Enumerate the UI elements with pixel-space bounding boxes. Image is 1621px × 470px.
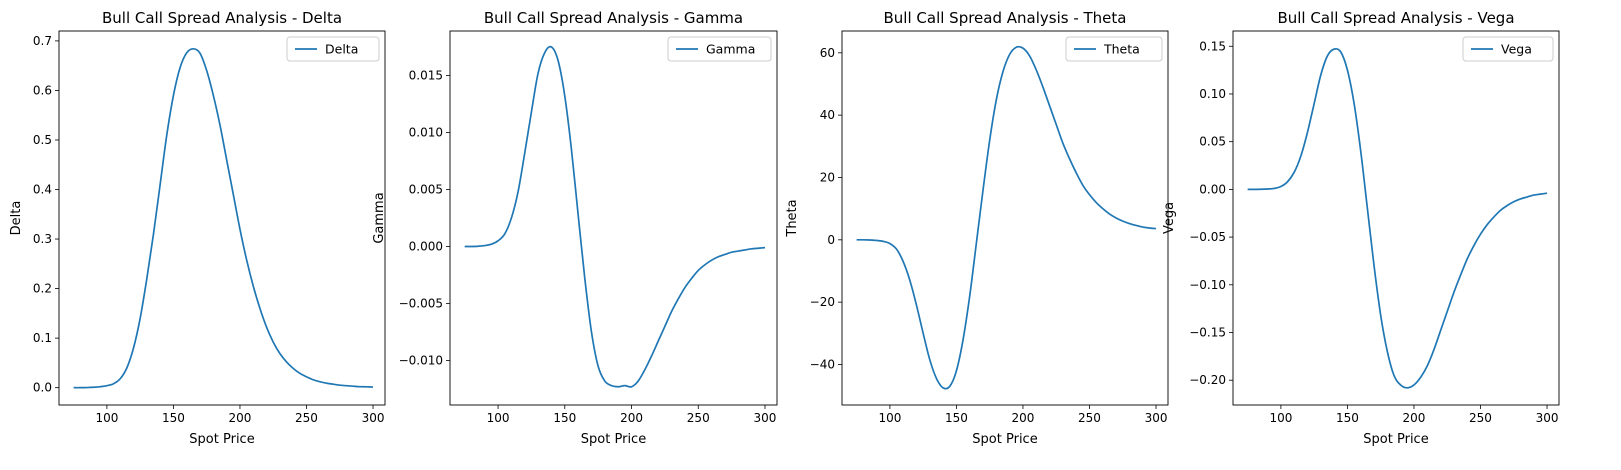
x-tick-label: 300 — [1536, 411, 1559, 425]
x-tick-label: 200 — [1012, 411, 1035, 425]
y-axis-label: Theta — [785, 199, 800, 237]
series-line-vega — [1247, 47, 1548, 389]
series-line-delta — [73, 47, 374, 389]
y-tick-label: 0.0 — [33, 381, 52, 395]
y-axis-label: Gamma — [372, 192, 387, 243]
x-tick-label: 250 — [295, 411, 318, 425]
y-tick-label: 0.4 — [33, 183, 52, 197]
legend: Theta — [1065, 36, 1163, 62]
x-tick-label: 300 — [362, 411, 385, 425]
y-tick-label: 0.15 — [1199, 39, 1226, 53]
y-tick-label: 0.010 — [409, 125, 443, 139]
x-tick-label: 100 — [95, 411, 118, 425]
y-tick-label: −0.005 — [399, 297, 443, 311]
y-axis-label: Vega — [1162, 202, 1177, 234]
chart-title: Bull Call Spread Analysis - Delta — [102, 9, 342, 27]
x-tick-label: 250 — [687, 411, 710, 425]
x-tick-label: 100 — [1269, 411, 1292, 425]
subplot-gamma: Bull Call Spread Analysis - Gamma 100 150 2… — [372, 9, 778, 447]
legend-label: Theta — [1103, 42, 1140, 57]
series-line-theta — [856, 45, 1157, 390]
y-tick-label: 0.1 — [33, 331, 52, 345]
legend-box — [1065, 36, 1163, 62]
y-tick-label: −0.05 — [1189, 230, 1226, 244]
x-tick-label: 250 — [1469, 411, 1492, 425]
x-tick-label: 200 — [620, 411, 643, 425]
y-tick-label: −0.20 — [1189, 373, 1226, 387]
y-tick-label: −0.10 — [1189, 278, 1226, 292]
subplot-delta: Bull Call Spread Analysis - Delta 100 150 2… — [9, 9, 386, 447]
legend: Delta — [286, 36, 380, 62]
x-tick-label: 300 — [754, 411, 777, 425]
x-tick-label: 150 — [945, 411, 968, 425]
x-tick-label: 150 — [162, 411, 185, 425]
subplot-vega: Bull Call Spread Analysis - Vega 100 150 20… — [1162, 9, 1560, 447]
x-axis-label: Spot Price — [972, 432, 1037, 447]
legend-label: Gamma — [706, 42, 755, 57]
x-tick-label: 100 — [487, 411, 510, 425]
plot-frame — [58, 30, 386, 406]
y-tick-label: 0.005 — [409, 182, 443, 196]
y-tick-label: 0.00 — [1199, 182, 1226, 196]
chart-title: Bull Call Spread Analysis - Vega — [1277, 9, 1514, 27]
legend: Vega — [1462, 36, 1554, 62]
plot-frame — [841, 30, 1169, 406]
chart-title: Bull Call Spread Analysis - Gamma — [484, 9, 743, 27]
chart-title: Bull Call Spread Analysis - Theta — [884, 9, 1127, 27]
x-axis-label: Spot Price — [1363, 432, 1428, 447]
y-tick-label: 0.015 — [409, 68, 443, 82]
y-tick-label: −20 — [810, 295, 835, 309]
y-tick-label: 0.6 — [33, 83, 52, 97]
x-tick-label: 300 — [1145, 411, 1168, 425]
y-axis-label: Delta — [9, 201, 24, 236]
y-tick-label: 60 — [820, 46, 835, 60]
legend-box — [286, 36, 380, 62]
x-axis-label: Spot Price — [189, 432, 254, 447]
x-tick-label: 250 — [1078, 411, 1101, 425]
plot-frame — [449, 30, 778, 406]
y-tick-label: 20 — [820, 170, 835, 184]
x-tick-label: 200 — [229, 411, 252, 425]
subplot-theta: Bull Call Spread Analysis - Theta 100 150 2… — [785, 9, 1169, 447]
legend-label: Delta — [325, 42, 358, 57]
legend-box — [1462, 36, 1554, 62]
y-tick-label: 0.3 — [33, 232, 52, 246]
y-tick-label: 0.05 — [1199, 135, 1226, 149]
y-tick-label: 0.2 — [33, 282, 52, 296]
y-tick-label: 40 — [820, 108, 835, 122]
x-axis-label: Spot Price — [581, 432, 646, 447]
series-line-gamma — [464, 45, 766, 388]
y-tick-label: 0.7 — [33, 34, 52, 48]
legend: Gamma — [667, 36, 772, 62]
y-tick-label: −40 — [810, 357, 835, 371]
x-tick-label: 150 — [553, 411, 576, 425]
y-tick-label: 0.000 — [409, 240, 443, 254]
plot-frame — [1232, 30, 1560, 406]
x-tick-label: 150 — [1336, 411, 1359, 425]
legend-box — [667, 36, 772, 62]
y-tick-label: 0.5 — [33, 133, 52, 147]
y-tick-label: 0.10 — [1199, 87, 1226, 101]
legend-label: Vega — [1501, 42, 1532, 57]
y-tick-label: −0.15 — [1189, 325, 1226, 339]
y-tick-label: −0.010 — [399, 354, 443, 368]
y-tick-label: 0 — [827, 233, 835, 247]
x-tick-label: 100 — [878, 411, 901, 425]
x-tick-label: 200 — [1403, 411, 1426, 425]
